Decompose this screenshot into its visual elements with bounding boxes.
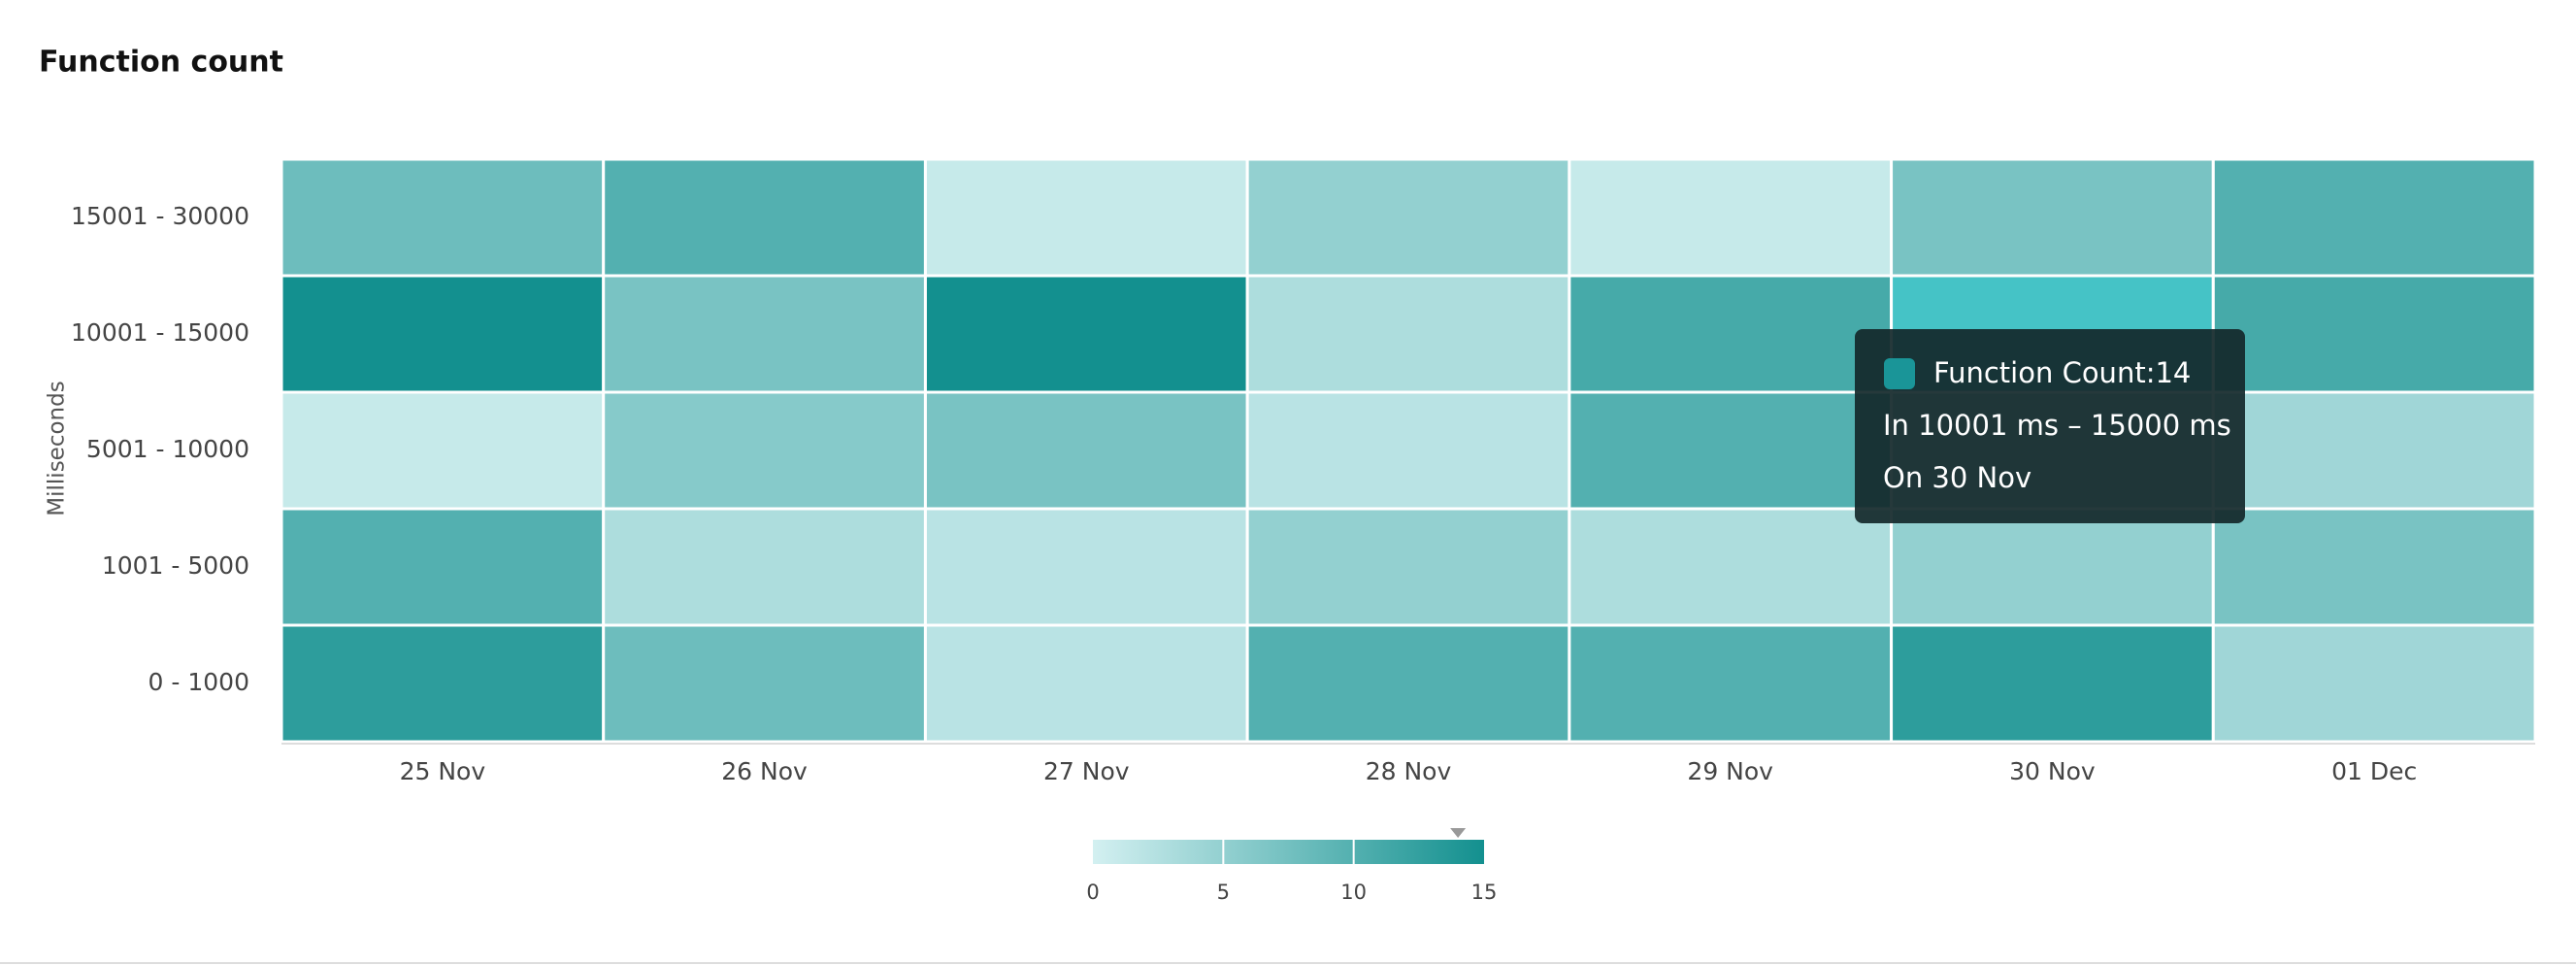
color-scale-bar [1093, 840, 1484, 864]
heatmap-cell [2211, 507, 2537, 627]
heatmap-cell [923, 274, 1249, 394]
heatmap-cell [2211, 623, 2537, 744]
heatmap-cell [1245, 623, 1571, 744]
heatmap-cell [923, 507, 1249, 627]
scale-pointer [1450, 828, 1467, 838]
x-tick-label: 28 Nov [1366, 757, 1452, 785]
heatmap-cell [280, 157, 606, 278]
heatmap-cell [1245, 507, 1571, 627]
tooltip-line: In 10001 ms – 15000 ms [1883, 409, 2231, 442]
heatmap-cell [602, 157, 927, 278]
heatmap-cell [1890, 157, 2215, 278]
heatmap-cell [280, 390, 606, 511]
y-axis-title: Milliseconds [45, 381, 70, 516]
heatmap-cell [1890, 507, 2215, 627]
heatmap-cell [2211, 157, 2537, 278]
y-tick-label: 10001 - 15000 [71, 318, 249, 347]
y-tick-label: 5001 - 10000 [86, 435, 249, 463]
heatmap-cell [1568, 274, 1894, 394]
heatmap-cell [1245, 274, 1571, 394]
x-tick-label: 27 Nov [1043, 757, 1130, 785]
x-tick-label: 30 Nov [2009, 757, 2096, 785]
heatmap-cell [602, 274, 927, 394]
heatmap-cell [602, 390, 927, 511]
y-tick-label: 15001 - 30000 [71, 202, 249, 230]
heatmap-cell [923, 157, 1249, 278]
scale-tick-label: 0 [1086, 881, 1099, 904]
heatmap-cell [602, 623, 927, 744]
x-tick-label: 01 Dec [2331, 757, 2417, 785]
heatmap-cell [2211, 390, 2537, 511]
heatmap-cell [1568, 390, 1894, 511]
x-tick-label: 29 Nov [1687, 757, 1773, 785]
heatmap-cell [280, 274, 606, 394]
heatmap-cell [1245, 390, 1571, 511]
chart-title: Function count [39, 46, 283, 80]
x-tick-label: 25 Nov [400, 757, 486, 785]
y-tick-label: 1001 - 5000 [102, 551, 249, 580]
tooltip-box [1855, 329, 2245, 523]
scale-tick-label: 5 [1217, 881, 1230, 904]
heatmap-cell [1245, 157, 1571, 278]
tooltip-line: On 30 Nov [1883, 461, 2031, 494]
tooltip-marker [1884, 358, 1915, 389]
x-tick-label: 26 Nov [721, 757, 808, 785]
heatmap-cell [1568, 507, 1894, 627]
heatmap-cell [1568, 157, 1894, 278]
tooltip-line: Function Count:14 [1933, 356, 2191, 389]
heatmap-cell [1568, 623, 1894, 744]
heatmap-cell [1890, 623, 2215, 744]
scale-tick-label: 10 [1340, 881, 1367, 904]
heatmap-cell [280, 623, 606, 744]
heatmap-cell [602, 507, 927, 627]
heatmap-cell [2211, 274, 2537, 394]
heatmap-cell [923, 623, 1249, 744]
heatmap-cell [280, 507, 606, 627]
heatmap-cell [923, 390, 1249, 511]
scale-tick-label: 15 [1471, 881, 1498, 904]
y-tick-label: 0 - 1000 [149, 668, 249, 696]
